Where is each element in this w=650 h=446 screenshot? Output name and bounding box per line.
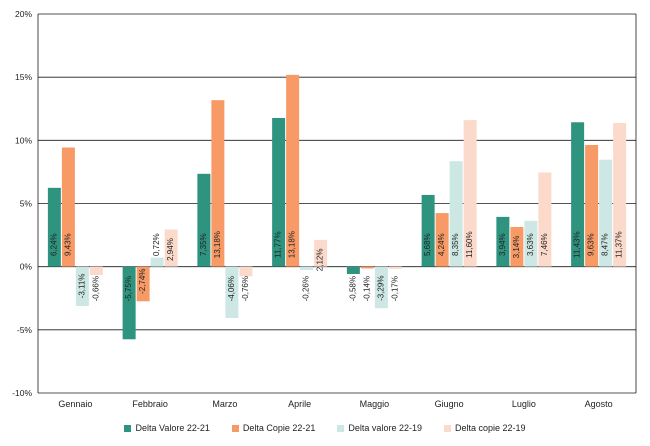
data-label: -0,76% bbox=[241, 276, 250, 301]
bar-1 bbox=[421, 194, 435, 267]
data-label: -0,14% bbox=[362, 276, 371, 301]
data-label: 11,43% bbox=[573, 231, 582, 258]
bar-1 bbox=[571, 122, 585, 267]
y-tick-label: 0% bbox=[20, 262, 33, 272]
legend-label: Delta valore 22-19 bbox=[348, 423, 422, 433]
data-label: 8,35% bbox=[451, 233, 460, 256]
bar-3 bbox=[75, 266, 89, 306]
legend: Delta Valore 22-21 Delta Copie 22-21 Delta… bbox=[0, 418, 650, 438]
bar-4 bbox=[89, 266, 103, 276]
y-tick-label: -5% bbox=[17, 325, 33, 335]
legend-item: Delta copie 22-19 bbox=[443, 418, 526, 438]
data-label: 4,24% bbox=[437, 233, 446, 256]
bar-4 bbox=[314, 239, 328, 267]
bar-1 bbox=[496, 216, 510, 267]
data-label: 2,94% bbox=[166, 238, 175, 261]
bar-4 bbox=[164, 229, 178, 267]
y-tick-label: -10% bbox=[12, 388, 32, 398]
data-label: -0,17% bbox=[390, 276, 399, 301]
data-label: -2,74% bbox=[138, 269, 147, 294]
data-label: 6,24% bbox=[49, 233, 58, 256]
bar-3 bbox=[225, 266, 239, 318]
x-tick-label: Maggio bbox=[360, 399, 390, 409]
bar-4 bbox=[613, 123, 627, 267]
x-tick-label: Giugno bbox=[435, 399, 464, 409]
data-label: -3,11% bbox=[77, 274, 86, 299]
bar-3 bbox=[300, 266, 314, 270]
bar-2 bbox=[510, 226, 524, 267]
bar-4 bbox=[538, 172, 552, 267]
data-label: 3,94% bbox=[498, 233, 507, 256]
bar-3 bbox=[449, 161, 463, 267]
bar-3 bbox=[374, 266, 388, 309]
data-label: -0,66% bbox=[91, 276, 100, 301]
x-tick-label: Agosto bbox=[585, 399, 613, 409]
x-tick-label: Marzo bbox=[212, 399, 237, 409]
data-label: 3,63% bbox=[526, 233, 535, 256]
data-label: -5,75% bbox=[124, 276, 133, 301]
legend-swatch bbox=[337, 424, 345, 432]
legend-item: Delta valore 22-19 bbox=[337, 418, 422, 438]
bar-2 bbox=[286, 74, 300, 267]
bar-3 bbox=[524, 220, 538, 267]
bar-3 bbox=[599, 159, 613, 267]
data-label: -3,29% bbox=[376, 276, 385, 301]
data-label: 11,60% bbox=[465, 231, 474, 258]
data-label: 9,43% bbox=[63, 233, 72, 256]
y-tick-label: 5% bbox=[20, 199, 33, 209]
legend-swatch bbox=[124, 424, 132, 432]
legend-item: Delta Copie 22-21 bbox=[231, 418, 316, 438]
data-label: 13,18% bbox=[213, 231, 222, 258]
legend-label: Delta Valore 22-21 bbox=[135, 423, 210, 433]
legend-swatch bbox=[443, 424, 451, 432]
bar-2 bbox=[211, 100, 225, 267]
data-label: 3,14% bbox=[512, 236, 521, 259]
data-label: 7,46% bbox=[540, 233, 549, 256]
data-label: 11,37% bbox=[615, 231, 624, 258]
data-label: 8,47% bbox=[601, 233, 610, 256]
bar-3 bbox=[150, 257, 164, 267]
legend-swatch bbox=[231, 424, 239, 432]
bar-2 bbox=[360, 266, 374, 269]
data-label: 7,35% bbox=[199, 233, 208, 256]
data-label: 9,63% bbox=[587, 233, 596, 256]
y-tick-label: 15% bbox=[15, 72, 32, 82]
data-label: 13,18% bbox=[288, 231, 297, 258]
y-tick-label: 20% bbox=[15, 9, 32, 19]
data-label: 11,77% bbox=[274, 231, 283, 258]
legend-label: Delta copie 22-19 bbox=[454, 423, 526, 433]
data-label: 0,72% bbox=[152, 233, 161, 256]
bar-1 bbox=[122, 266, 136, 340]
bar-4 bbox=[239, 266, 253, 277]
bar-2 bbox=[585, 145, 599, 267]
x-tick-label: Gennaio bbox=[58, 399, 92, 409]
bar-2 bbox=[136, 266, 150, 302]
legend-item: Delta Valore 22-21 bbox=[124, 418, 210, 438]
data-label: 2,12% bbox=[316, 249, 325, 272]
x-tick-label: Febbraio bbox=[132, 399, 168, 409]
x-tick-label: Aprile bbox=[288, 399, 311, 409]
bar-2 bbox=[435, 213, 449, 267]
data-label: -0,58% bbox=[348, 276, 357, 301]
bar-1 bbox=[47, 187, 61, 267]
data-label: -4,06% bbox=[227, 276, 236, 301]
bar-4 bbox=[388, 266, 402, 269]
y-tick-label: 10% bbox=[15, 135, 32, 145]
x-tick-label: Luglio bbox=[512, 399, 536, 409]
bar-1 bbox=[197, 173, 211, 267]
data-label: 5,68% bbox=[423, 233, 432, 256]
legend-label: Delta Copie 22-21 bbox=[242, 423, 316, 433]
bar-2 bbox=[61, 147, 75, 267]
data-label: -0,26% bbox=[302, 276, 311, 301]
bar-4 bbox=[463, 120, 477, 267]
bar-1 bbox=[272, 117, 286, 267]
bar-1 bbox=[346, 266, 360, 274]
